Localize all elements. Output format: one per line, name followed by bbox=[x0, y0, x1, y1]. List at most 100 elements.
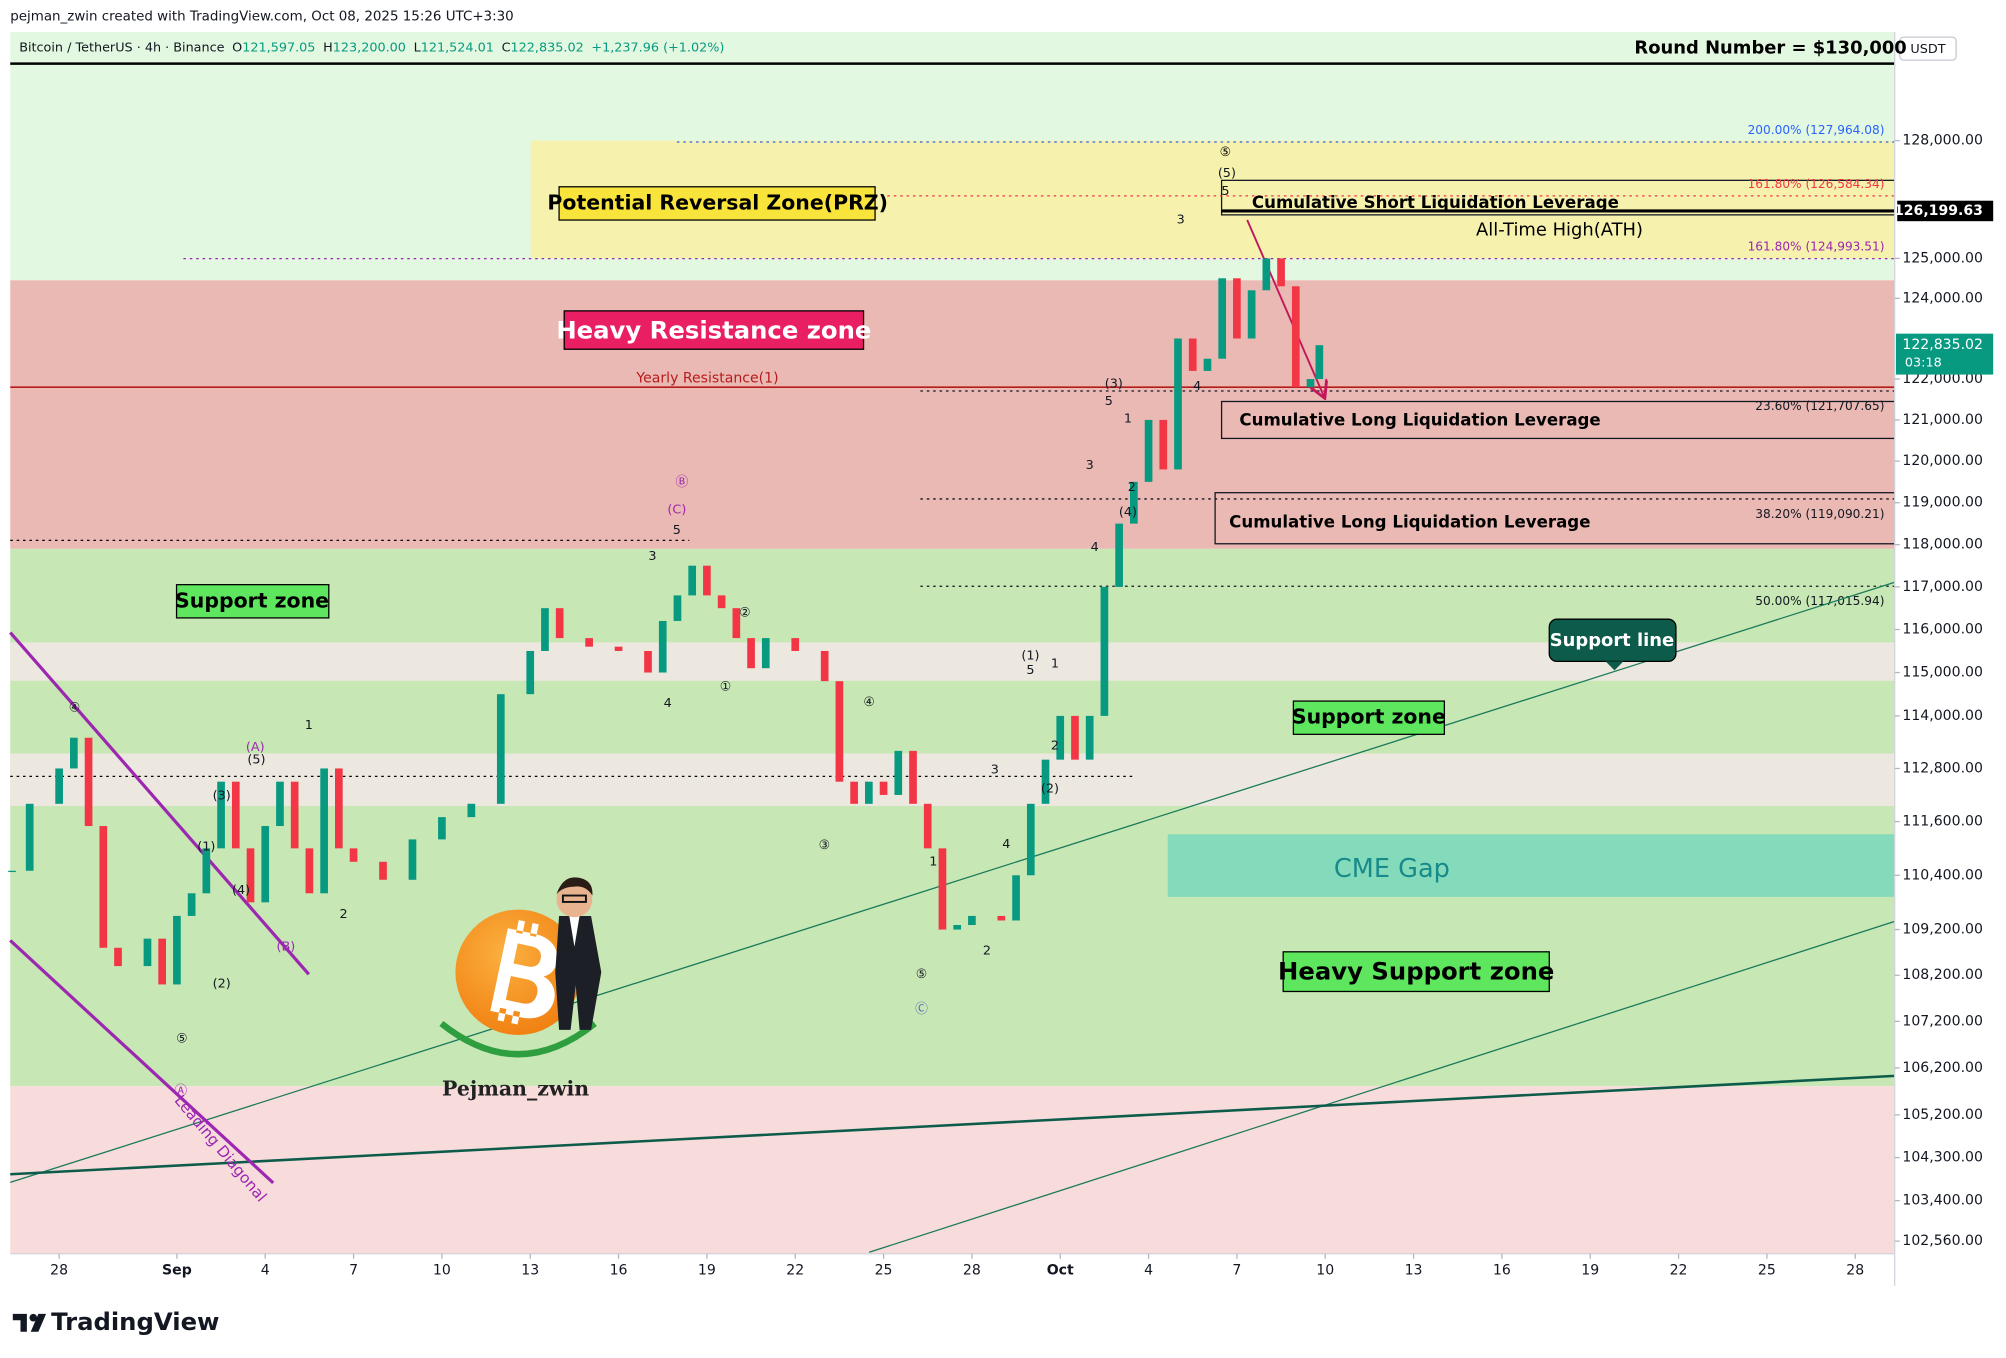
wave-label: 3 bbox=[1177, 212, 1185, 227]
trendline bbox=[9, 939, 275, 1185]
wave-label: (5) bbox=[1218, 166, 1236, 181]
wave-label: ④ bbox=[863, 695, 874, 710]
candle bbox=[99, 826, 108, 948]
wave-label: (A) bbox=[246, 740, 265, 755]
y-tick-label: 104,300.00 bbox=[1902, 1150, 1983, 1166]
candle bbox=[173, 915, 181, 985]
prz-label: Potential Reversal Zone(PRZ) bbox=[547, 190, 888, 214]
candle bbox=[555, 608, 564, 639]
fib-label: 200.00% (127,964.08) bbox=[1748, 123, 1885, 137]
ohlc-key: O bbox=[232, 40, 242, 55]
currency[interactable]: USDT bbox=[1910, 42, 1945, 57]
ohlc-value: 121,597.05 bbox=[242, 40, 315, 55]
ohlc-value: 123,200.00 bbox=[333, 40, 406, 55]
candle bbox=[55, 768, 63, 804]
resistance-box bbox=[563, 310, 865, 350]
x-tick-label: 13 bbox=[1405, 1262, 1423, 1278]
fib-label: 50.00% (117,015.94) bbox=[1755, 594, 1884, 608]
last-price-tag bbox=[1895, 333, 1994, 375]
candle bbox=[1130, 481, 1138, 524]
candle bbox=[1233, 278, 1241, 339]
trendline bbox=[868, 920, 1895, 1253]
y-tick-label: 106,200.00 bbox=[1902, 1060, 1983, 1076]
candle bbox=[8, 870, 16, 873]
candle bbox=[688, 565, 697, 596]
fib-label: 161.80% (124,993.51) bbox=[1748, 240, 1885, 254]
x-tick-label: Oct bbox=[1047, 1262, 1074, 1278]
candle bbox=[114, 947, 122, 967]
wave-label: 3 bbox=[1086, 458, 1094, 473]
wave-label: (2) bbox=[1041, 782, 1059, 797]
candle bbox=[732, 608, 741, 639]
wave-label: 2 bbox=[1128, 480, 1136, 495]
y-tick-label: 112,800.00 bbox=[1902, 760, 1983, 776]
zone bbox=[10, 280, 1895, 549]
y-tick-label: 107,200.00 bbox=[1902, 1013, 1983, 1029]
x-tick-label: 28 bbox=[50, 1262, 68, 1278]
support-box bbox=[175, 584, 330, 619]
candle bbox=[820, 650, 829, 682]
candle bbox=[408, 839, 417, 880]
wave-label: 4 bbox=[664, 696, 672, 711]
candle bbox=[968, 915, 976, 926]
wave-label: (1) bbox=[1021, 649, 1039, 664]
tradingview-logo[interactable]: TradingView bbox=[12, 1307, 220, 1336]
author-label: Pejman_zwin bbox=[442, 1076, 589, 1100]
x-tick-label: 22 bbox=[786, 1262, 804, 1278]
wave-label: 1 bbox=[1124, 412, 1132, 427]
wave-label: ⑤ bbox=[916, 967, 927, 982]
axes-layer: 126,199.63 128,000.00 125,000.00 124,000.00… bbox=[50, 133, 1994, 1278]
tv-wordmark[interactable]: TradingView bbox=[51, 1307, 219, 1336]
candle bbox=[379, 861, 387, 880]
candle bbox=[541, 608, 549, 651]
wave-label: 1 bbox=[929, 855, 937, 870]
y-tick-label: 103,400.00 bbox=[1902, 1193, 1983, 1209]
y-tick-label: 109,200.00 bbox=[1902, 922, 1983, 938]
candle bbox=[879, 781, 888, 795]
wave-label: 4 bbox=[1193, 379, 1201, 394]
y-tick-label: 121,000.00 bbox=[1902, 412, 1983, 428]
character-glasses bbox=[561, 894, 587, 903]
heavy-support-box bbox=[1282, 951, 1550, 993]
currency-box[interactable] bbox=[1899, 36, 1957, 61]
x-tick-label: 7 bbox=[1232, 1262, 1241, 1278]
candle bbox=[1218, 278, 1227, 359]
candle bbox=[335, 768, 343, 849]
wave-label: (5) bbox=[247, 753, 265, 768]
candle bbox=[1026, 803, 1035, 876]
candle bbox=[997, 915, 1006, 921]
long-liq-label: Cumulative Long Liquidation Leverage bbox=[1239, 410, 1600, 429]
x-tick-label: 19 bbox=[1581, 1262, 1599, 1278]
candle bbox=[246, 848, 255, 903]
wave-label: ⑤ bbox=[1220, 145, 1231, 160]
ohlc-value: 121,524.01 bbox=[421, 40, 494, 55]
candle bbox=[909, 750, 917, 804]
y-tick-label: 117,000.00 bbox=[1902, 579, 1983, 595]
candle bbox=[1144, 419, 1153, 482]
candle bbox=[1041, 759, 1050, 804]
candle bbox=[276, 781, 284, 827]
x-tick-label: 28 bbox=[1846, 1262, 1864, 1278]
tv-icon[interactable] bbox=[12, 1313, 47, 1332]
y-tick-label: 122,000.00 bbox=[1902, 371, 1983, 387]
x-tick-label: 4 bbox=[261, 1262, 270, 1278]
y-tick-label: 115,000.00 bbox=[1902, 665, 1983, 681]
heavy-support-label: Heavy Support zone bbox=[1278, 956, 1554, 985]
price-axis bbox=[1894, 31, 1996, 1286]
x-tick-label: 7 bbox=[349, 1262, 358, 1278]
prz-box bbox=[558, 186, 876, 221]
character-shirt bbox=[569, 915, 580, 947]
candle bbox=[923, 803, 932, 849]
candle bbox=[496, 694, 505, 804]
wave-label: (4) bbox=[232, 883, 250, 898]
character-head bbox=[556, 881, 593, 918]
wave-label: (3) bbox=[213, 788, 231, 803]
candle bbox=[1056, 715, 1065, 760]
tv-icon-dot[interactable] bbox=[29, 1313, 38, 1322]
wave-label: 2 bbox=[983, 943, 991, 958]
x-tick-label: 13 bbox=[521, 1262, 539, 1278]
candle bbox=[761, 638, 770, 669]
symbol: Bitcoin / TetherUS · 4h · Binance bbox=[19, 40, 224, 55]
x-tick-label: 10 bbox=[1316, 1262, 1334, 1278]
